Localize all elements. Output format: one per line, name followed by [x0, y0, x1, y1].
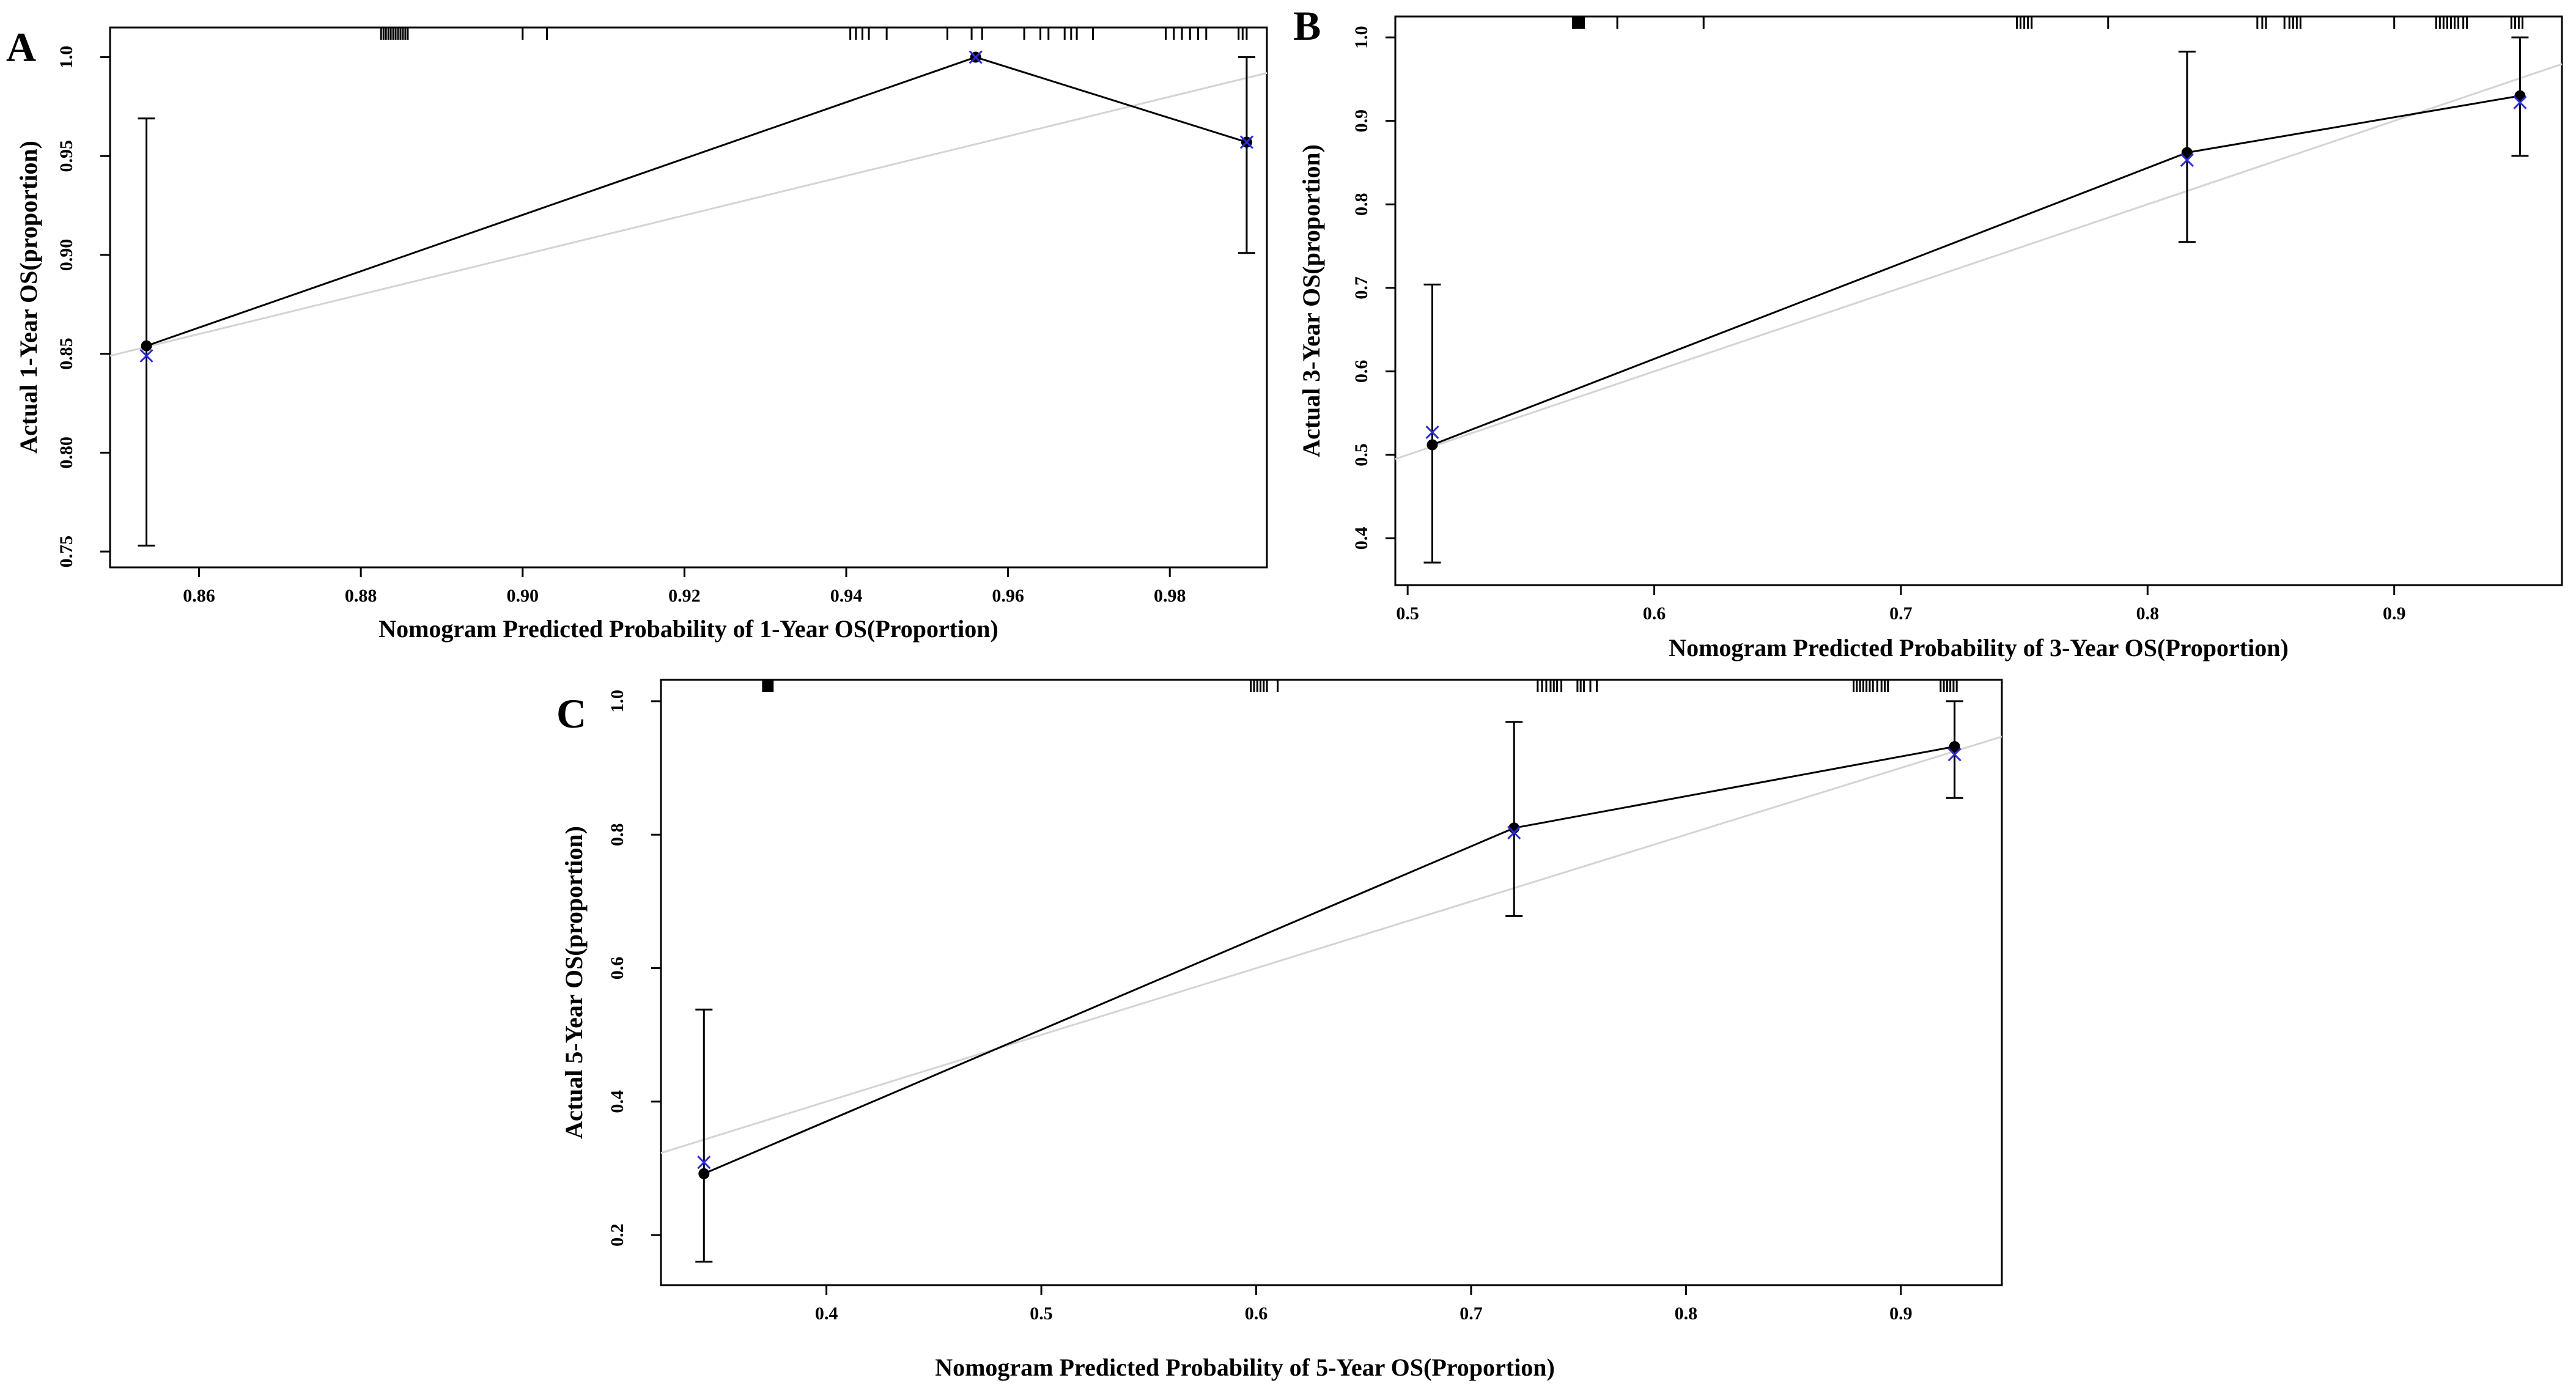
calibration-line-b [1431, 95, 2520, 446]
ideal-line-c [660, 735, 2002, 1154]
ideal-line-a [109, 72, 1268, 357]
calibration-line-a [146, 56, 1247, 347]
y-tick-label-c: 0.2 [607, 1223, 627, 1247]
y-tick-label-b: 1.0 [1351, 26, 1371, 49]
x-tick-label-a: 0.86 [183, 586, 215, 606]
y-tick-label-a: 0.90 [56, 239, 76, 271]
y-tick-label-c: 0.8 [607, 823, 627, 846]
bias-corrected-point-c [1507, 825, 1521, 840]
bias-corrected-stroke-a [1239, 135, 1253, 149]
bias-corrected-point-c [1947, 748, 1962, 762]
bias-corrected-point-a [1239, 135, 1253, 149]
panel-c: C Nomogram Predicted Probability of 5-Ye… [556, 679, 2003, 1381]
ideal-line-b [1395, 63, 2563, 460]
calibration-line-c [703, 745, 1955, 1175]
bias-corrected-stroke-b [2513, 95, 2527, 109]
y-tick-label-b: 0.7 [1351, 276, 1371, 300]
x-axis-title-a: Nomogram Predicted Probability of 1-Year… [378, 615, 998, 643]
x-axis-title-c: Nomogram Predicted Probability of 5-Year… [935, 1354, 1555, 1381]
plot-frame-b [1394, 15, 2563, 586]
x-tick-label-c: 0.5 [1030, 1303, 1053, 1324]
bias-corrected-point-a [969, 50, 983, 64]
x-tick-label-c: 0.8 [1675, 1303, 1698, 1324]
x-tick-label-a: 0.88 [345, 586, 377, 606]
observed-point-b [1426, 439, 1438, 451]
x-tick-label-c: 0.4 [815, 1303, 838, 1324]
y-tick-label-a: 0.75 [56, 536, 76, 568]
plot-frame-c [660, 679, 2003, 1286]
y-tick-label-c: 0.4 [607, 1090, 627, 1113]
observed-point-c [1949, 741, 1960, 753]
y-tick-label-b: 0.8 [1351, 193, 1371, 216]
y-tick-label-b: 0.9 [1351, 109, 1371, 133]
bias-corrected-stroke-a [969, 50, 983, 64]
y-tick-label-b: 0.6 [1351, 360, 1371, 383]
x-tick-label-c: 0.9 [1889, 1303, 1913, 1324]
x-tick-label-b: 0.5 [1396, 603, 1419, 624]
bias-corrected-stroke-c [1947, 748, 1962, 762]
y-tick-label-a: 1.0 [56, 46, 76, 69]
x-tick-label-b: 0.7 [1889, 603, 1913, 624]
x-tick-label-b: 0.8 [2136, 603, 2160, 624]
observed-point-b [2181, 147, 2193, 158]
bias-corrected-point-b [2180, 153, 2194, 167]
y-tick-label-c: 1.0 [607, 690, 627, 713]
y-tick-label-a: 0.80 [56, 437, 76, 469]
bias-corrected-point-c [697, 1156, 711, 1170]
bias-corrected-point-b [2513, 95, 2527, 109]
x-tick-label-c: 0.7 [1460, 1303, 1483, 1324]
y-tick-label-a: 0.95 [56, 140, 76, 172]
x-tick-label-a: 0.90 [507, 586, 539, 606]
panel-a: A Nomogram Predicted Probability of 1-Ye… [6, 24, 1268, 643]
panel-letter-a: A [6, 24, 36, 70]
x-tick-label-a: 0.96 [992, 586, 1024, 606]
y-axis-title-b: Actual 3-Year OS(proportion) [1297, 144, 1325, 457]
y-tick-label-c: 0.6 [607, 957, 627, 980]
x-tick-label-a: 0.98 [1154, 586, 1186, 606]
x-axis-title-b: Nomogram Predicted Probability of 3-Year… [1669, 634, 2289, 662]
x-tick-label-a: 0.94 [830, 586, 863, 606]
bias-corrected-stroke-a [139, 348, 153, 363]
panel-letter-c: C [556, 690, 586, 737]
bias-corrected-stroke-b [1425, 426, 1439, 440]
panel-letter-b: B [1293, 2, 1321, 49]
bias-corrected-stroke-c [1507, 825, 1521, 840]
bias-corrected-point-a [139, 348, 153, 363]
x-tick-label-b: 0.6 [1643, 603, 1666, 624]
y-tick-label-a: 0.85 [56, 337, 76, 370]
x-tick-label-b: 0.9 [2383, 603, 2406, 624]
y-tick-label-b: 0.4 [1351, 527, 1371, 550]
observed-point-c [698, 1168, 710, 1179]
x-tick-label-a: 0.92 [668, 586, 701, 606]
bias-corrected-stroke-b [2180, 153, 2194, 167]
bias-corrected-stroke-c [697, 1156, 711, 1170]
y-axis-title-a: Actual 1-Year OS(proportion) [15, 141, 42, 454]
bias-corrected-point-b [1425, 426, 1439, 440]
x-tick-label-c: 0.6 [1245, 1303, 1268, 1324]
panel-b: B Nomogram Predicted Probability of 3-Ye… [1293, 2, 2563, 662]
y-axis-title-c: Actual 5-Year OS(proportion) [560, 826, 588, 1139]
y-tick-label-b: 0.5 [1351, 443, 1371, 466]
observed-point-a [141, 340, 152, 352]
plot-frame-a [109, 26, 1268, 569]
